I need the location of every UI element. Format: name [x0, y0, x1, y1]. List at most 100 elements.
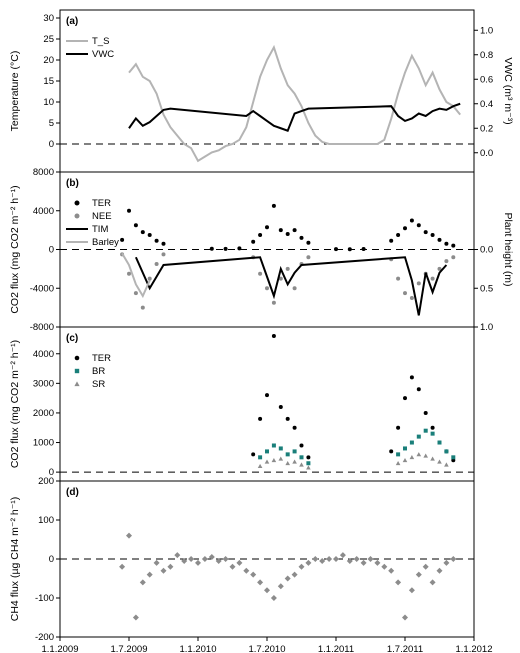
point-ch4	[139, 579, 146, 586]
panel-label: (a)	[66, 16, 78, 27]
point-br	[416, 434, 421, 439]
point-ter	[444, 241, 449, 246]
point-ch4	[367, 556, 374, 562]
point-br	[409, 440, 414, 445]
point-nee	[306, 255, 311, 260]
point-ch4	[119, 563, 126, 570]
x-tick-label: 1.1.2012	[456, 644, 493, 653]
point-ch4	[339, 552, 346, 559]
point-br	[437, 440, 442, 445]
series-group	[120, 203, 456, 316]
point-ter	[251, 452, 256, 457]
point-ter	[403, 226, 407, 231]
x-tick-label: 1.1.2009	[42, 644, 79, 653]
point-br	[306, 461, 311, 466]
legend-label-br: BR	[92, 366, 105, 377]
x-tick-label: 1.7.2009	[111, 644, 148, 653]
point-ch4	[429, 579, 436, 586]
legend: TER NEE TIM Barley	[66, 198, 119, 248]
point-ter	[265, 393, 269, 398]
point-ch4	[388, 567, 395, 574]
point-ter	[334, 247, 338, 252]
point-ch4	[270, 595, 277, 601]
legend-marker-br	[74, 368, 80, 374]
y-tick-label: 3000	[33, 378, 54, 389]
panels-group: (a) 0 5 10 15 20 25 30 Temperature (°C) 0.0 0.2 0.4…	[9, 9, 514, 643]
point-ter	[430, 425, 435, 430]
point-ter	[430, 232, 435, 237]
point-ch4	[264, 587, 270, 594]
point-ch4	[153, 559, 160, 566]
series-line-barley	[121, 252, 151, 299]
y-right-tick-label: 1.0	[480, 25, 493, 36]
point-ch4	[181, 557, 188, 564]
point-ter	[396, 425, 401, 430]
y-tick-label: 1000	[33, 438, 54, 449]
legend: T_S VWC	[66, 36, 114, 60]
point-ter	[147, 232, 152, 237]
point-br	[403, 446, 407, 451]
point-br	[258, 455, 263, 460]
series-group	[251, 334, 456, 470]
y-tick-label: 8000	[33, 167, 54, 178]
panel-label: (b)	[66, 178, 79, 189]
y-tick-label: 100	[38, 515, 54, 526]
point-ch4	[167, 563, 174, 570]
series-line-t_s	[128, 44, 461, 163]
series-line-tim	[134, 256, 448, 316]
y-tick-label: -4000	[30, 283, 54, 294]
x-tick-label: 1.1.2011	[318, 644, 354, 653]
y-tick-label: 25	[43, 34, 54, 45]
y-right-tick-label: 0.0	[480, 245, 493, 256]
point-ch4	[215, 557, 222, 564]
y-tick-label: 10	[43, 97, 54, 108]
point-sr	[437, 459, 442, 464]
point-ch4	[450, 556, 457, 562]
point-nee	[409, 295, 414, 300]
point-sr	[278, 456, 284, 461]
point-nee	[140, 305, 145, 310]
series-group	[119, 532, 457, 621]
point-nee	[271, 300, 276, 305]
point-ch4	[312, 556, 319, 562]
point-ter	[161, 241, 166, 246]
point-nee	[403, 291, 407, 296]
point-ter	[423, 230, 428, 235]
point-ter	[409, 375, 414, 380]
point-ch4	[188, 556, 195, 562]
point-br	[451, 455, 456, 460]
y-tick-label: 20	[43, 55, 54, 66]
point-ter	[416, 223, 421, 228]
point-nee	[154, 262, 159, 267]
point-nee	[258, 271, 263, 276]
point-sr	[444, 462, 449, 467]
point-br	[265, 449, 269, 454]
point-ter	[292, 228, 297, 233]
point-br	[292, 449, 297, 454]
point-ch4	[284, 575, 291, 582]
point-ter	[154, 238, 159, 243]
legend-label-ter: TER	[92, 353, 111, 364]
legend-label-nee: NEE	[92, 211, 112, 222]
point-sr	[299, 462, 304, 467]
point-ch4	[222, 556, 229, 562]
point-sr	[292, 459, 297, 464]
panel-4: (d) -200 -100 0 100 200 CH4 flux (µg CH4 m⁻² h…	[9, 476, 475, 643]
point-ter	[409, 218, 414, 223]
point-ch4	[353, 556, 360, 562]
legend-label-barley: Barley	[92, 237, 119, 248]
point-ter	[423, 410, 428, 415]
y-right-axis-label: VWC (m³ m⁻³)	[502, 57, 514, 124]
point-nee	[285, 266, 290, 271]
y-axis-label: Temperature (°C)	[9, 51, 21, 132]
point-ter	[306, 455, 311, 460]
point-ch4	[236, 559, 243, 566]
panel-label: (c)	[66, 333, 78, 344]
point-sr	[285, 460, 290, 466]
y-tick-label: 4000	[33, 349, 54, 360]
legend-marker-ter	[74, 200, 80, 206]
point-ch4	[250, 571, 257, 578]
point-nee	[416, 281, 421, 286]
y-tick-label: 0	[49, 467, 54, 478]
point-ch4	[291, 571, 298, 578]
